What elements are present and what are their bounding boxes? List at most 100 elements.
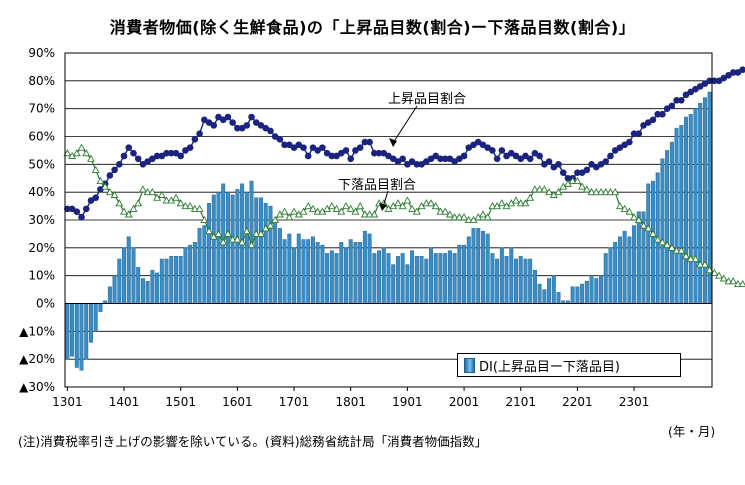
bar (211, 194, 216, 304)
up-point (602, 158, 610, 165)
x-tick-label: 2001 (449, 395, 480, 409)
bar (443, 253, 448, 304)
bar (688, 114, 693, 304)
up-point (607, 152, 614, 160)
bar (532, 269, 537, 304)
down-point (663, 240, 672, 249)
up-point (167, 149, 175, 157)
bar (225, 191, 230, 304)
bar (358, 242, 363, 304)
y-tick-label: 0% (36, 297, 55, 311)
down-point (620, 204, 629, 212)
bar (424, 258, 429, 304)
up-point (399, 155, 406, 163)
bar (126, 236, 131, 304)
up-point (196, 130, 203, 138)
axes: 90% 80% 70% 60% 50% 40% 30% 20% 10% 0% ▲10% ▲20% ▲30… (19, 46, 713, 409)
down-point (729, 277, 738, 285)
bar (320, 244, 325, 304)
bar (660, 158, 665, 304)
up-point (92, 194, 99, 202)
down-point (181, 201, 190, 210)
up-point (111, 166, 118, 174)
up-point (437, 155, 444, 163)
bar (362, 230, 367, 304)
down-point (478, 210, 487, 218)
down-point (516, 199, 525, 207)
down-point (488, 201, 497, 210)
bar (646, 183, 651, 304)
down-point (450, 213, 459, 221)
down-point (554, 188, 563, 196)
y-tick-label: 30% (28, 213, 55, 227)
up-point (564, 174, 572, 182)
down-point (634, 215, 643, 224)
up-series-label: 上昇品目割合 (388, 92, 467, 107)
bar (471, 228, 476, 304)
down-point (408, 204, 417, 212)
up-point (536, 152, 543, 160)
bar (310, 236, 315, 304)
bar (452, 253, 457, 304)
bar (485, 233, 490, 304)
up-label-arrowhead (389, 138, 397, 147)
down-point (257, 229, 265, 237)
up-point (267, 127, 274, 135)
down-point (686, 254, 695, 262)
down-point (87, 154, 95, 162)
bar (603, 253, 608, 304)
down-point (138, 185, 147, 193)
bar (414, 255, 419, 304)
bar (282, 239, 287, 304)
bar (636, 211, 641, 304)
up-point (191, 135, 199, 143)
up-point (545, 158, 553, 165)
bar (169, 255, 174, 304)
down-point (115, 199, 124, 207)
bar (296, 233, 301, 304)
bar (74, 303, 79, 368)
down-point (398, 201, 407, 210)
bar (570, 286, 575, 304)
down-point (219, 238, 228, 246)
up-point (673, 97, 680, 104)
up-point (97, 186, 104, 193)
bar (315, 242, 320, 304)
bar (93, 303, 98, 332)
y-tick-label: 20% (28, 241, 55, 255)
bar (504, 255, 509, 304)
bar (277, 228, 282, 304)
up-point (163, 149, 170, 157)
x-tick-label: 1901 (392, 395, 423, 409)
up-point (659, 110, 666, 118)
down-point (601, 188, 610, 196)
bar (381, 247, 386, 304)
down-point (110, 190, 119, 198)
bar (377, 250, 382, 304)
bar (98, 303, 103, 313)
up-line-series (64, 66, 745, 221)
down-point (238, 238, 247, 246)
up-point (366, 138, 373, 146)
down-point (436, 207, 445, 215)
x-tick-label: 1601 (222, 395, 253, 409)
up-point (82, 205, 90, 213)
down-point (266, 221, 275, 229)
bar (466, 236, 471, 304)
bar (131, 247, 136, 304)
bar (155, 272, 160, 304)
source-note: (注)消費税率引き上げの影響を除いている。(資料)総務省統計局「消費者物価指数」 (18, 434, 488, 449)
down-point (427, 199, 435, 207)
down-point (393, 199, 402, 207)
down-point (82, 149, 91, 157)
down-point (441, 207, 450, 215)
up-point (243, 122, 251, 129)
down-point (578, 182, 587, 190)
bar (599, 275, 603, 304)
down-point (247, 240, 256, 249)
up-point (375, 149, 383, 157)
bar (348, 239, 353, 304)
y-tick-label: ▲20% (19, 352, 55, 366)
bar (617, 236, 622, 304)
